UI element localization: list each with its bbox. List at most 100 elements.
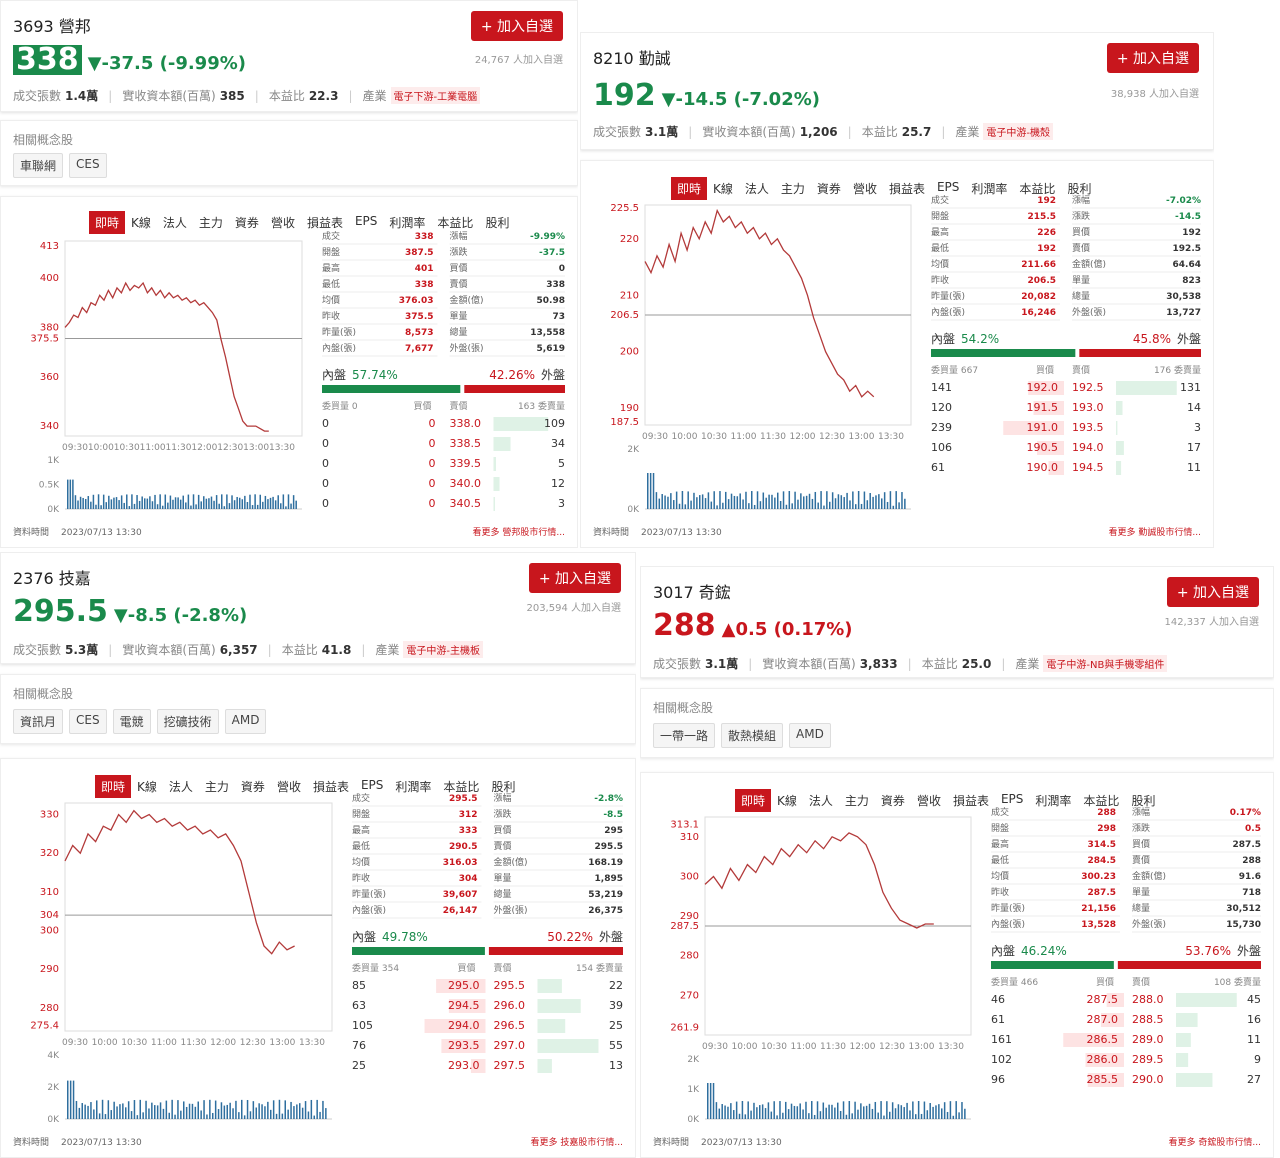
tab-8[interactable]: 利潤率 — [971, 182, 1008, 196]
tab-2[interactable]: 法人 — [162, 216, 187, 230]
tab-7[interactable]: EPS — [936, 180, 960, 194]
industry-label: 產業 — [1015, 657, 1040, 671]
volume-tick-label: 0K — [687, 1115, 700, 1125]
tab-6[interactable]: 損益表 — [306, 216, 343, 230]
tab-7[interactable]: EPS — [1000, 792, 1024, 806]
concept-tag[interactable]: 挖礦技術 — [156, 709, 219, 734]
x-tick-label: 13:30 — [269, 443, 295, 453]
volume-bar — [770, 1111, 773, 1119]
tab-3[interactable]: 主力 — [204, 780, 229, 794]
tab-1[interactable]: K線 — [713, 182, 733, 196]
tab-10[interactable]: 股利 — [485, 216, 510, 230]
tab-0[interactable]: 即時 — [671, 177, 708, 200]
more-quotes-link[interactable]: 看更多 營邦股市行情... — [473, 526, 565, 538]
concept-tag[interactable]: 散熱模組 — [721, 723, 784, 748]
concept-tag[interactable]: CES — [69, 153, 107, 178]
price-row: 192 ▼-14.5 (-7.02%) — [593, 81, 820, 111]
stat-label: 買價 — [1072, 227, 1090, 238]
tab-6[interactable]: 損益表 — [952, 794, 989, 808]
tab-1[interactable]: K線 — [131, 216, 151, 230]
tab-5[interactable]: 營收 — [916, 794, 941, 808]
stat-label: 賣價 — [1132, 854, 1150, 866]
concept-tag[interactable]: 一帶一路 — [653, 723, 716, 748]
sell-volume: 22 — [609, 979, 623, 992]
concept-tag[interactable]: AMD — [789, 723, 831, 748]
volume-bar — [811, 498, 814, 509]
tab-7[interactable]: EPS — [360, 778, 384, 792]
tab-3[interactable]: 主力 — [780, 182, 805, 196]
concept-tag[interactable]: 車聯網 — [13, 153, 64, 178]
volume-bar — [826, 491, 828, 509]
volume-bar — [131, 494, 133, 509]
buy-depth-bar — [1106, 993, 1124, 1007]
volume-bar — [74, 495, 77, 509]
stat-label: 內盤(張) — [352, 904, 386, 916]
concept-tag[interactable]: 電競 — [112, 709, 151, 734]
tab-0[interactable]: 即時 — [89, 211, 126, 234]
tab-4[interactable]: 資券 — [234, 216, 259, 230]
stock-panel-3693: 3693 營邦 + 加入自選 24,767 人加入自選 338 ▼-37.5 (… — [0, 0, 578, 548]
industry-link[interactable]: 電子中游-機殼 — [983, 123, 1054, 140]
add-watchlist-button[interactable]: + 加入自選 — [470, 11, 563, 41]
tab-10[interactable]: 股利 — [1131, 794, 1156, 808]
tab-4[interactable]: 資券 — [240, 780, 265, 794]
volume-bar — [863, 1106, 865, 1119]
tab-0[interactable]: 即時 — [735, 789, 772, 812]
more-quotes-link[interactable]: 看更多 技嘉股市行情... — [531, 1136, 623, 1148]
add-watchlist-button[interactable]: + 加入自選 — [528, 563, 621, 593]
buy-volume: 76 — [352, 1039, 366, 1052]
tab-4[interactable]: 資券 — [816, 182, 841, 196]
tab-3[interactable]: 主力 — [198, 216, 223, 230]
stat-line: 成交張數 3.1萬 | 實收資本額(百萬) 3,833 | 本益比 25.0 | 產業 電子中… — [653, 655, 1168, 672]
y-tick-label: 290 — [680, 911, 699, 922]
concept-tag[interactable]: AMD — [224, 709, 267, 734]
sell-price: 288.5 — [1132, 1013, 1164, 1026]
tab-9[interactable]: 本益比 — [1083, 794, 1120, 808]
more-quotes-link[interactable]: 看更多 奇鋐股市行情... — [1169, 1136, 1261, 1148]
tab-5[interactable]: 營收 — [852, 182, 877, 196]
tab-9[interactable]: 本益比 — [437, 216, 474, 230]
tab-4[interactable]: 資券 — [880, 794, 905, 808]
tab-1[interactable]: K線 — [137, 780, 157, 794]
add-watchlist-button[interactable]: + 加入自選 — [1166, 577, 1259, 607]
tab-6[interactable]: 損益表 — [312, 780, 349, 794]
stat-value: 295.5 — [449, 794, 477, 804]
industry-link[interactable]: 電子下游-工業電腦 — [390, 87, 481, 104]
add-watchlist-button[interactable]: + 加入自選 — [1106, 43, 1199, 73]
industry-link[interactable]: 電子中游-主機板 — [403, 641, 484, 658]
tab-7[interactable]: EPS — [354, 214, 378, 228]
volume-bar — [77, 500, 79, 509]
tab-5[interactable]: 營收 — [270, 216, 295, 230]
tab-10[interactable]: 股利 — [491, 780, 516, 794]
tab-2[interactable]: 法人 — [168, 780, 193, 794]
tab-2[interactable]: 法人 — [744, 182, 769, 196]
volume-bar — [100, 505, 102, 509]
tab-9[interactable]: 本益比 — [443, 780, 480, 794]
tab-9[interactable]: 本益比 — [1019, 182, 1056, 196]
tab-3[interactable]: 主力 — [844, 794, 869, 808]
stat-label: 昨量(張) — [931, 290, 965, 302]
tab-8[interactable]: 利潤率 — [389, 216, 426, 230]
volume-bar — [829, 501, 831, 509]
stat-label: 金額(億) — [494, 856, 528, 868]
concept-tag[interactable]: 資訊月 — [13, 709, 64, 734]
volume-bar — [221, 494, 223, 509]
price-line — [704, 832, 934, 929]
tab-6[interactable]: 損益表 — [888, 182, 925, 196]
concept-tag[interactable]: CES — [69, 709, 107, 734]
tab-10[interactable]: 股利 — [1067, 182, 1092, 196]
tab-8[interactable]: 利潤率 — [1035, 794, 1072, 808]
tab-5[interactable]: 營收 — [276, 780, 301, 794]
tab-8[interactable]: 利潤率 — [395, 780, 432, 794]
tab-2[interactable]: 法人 — [808, 794, 833, 808]
volume-bar — [693, 492, 695, 509]
more-quotes-link[interactable]: 看更多 勤誠股市行情... — [1109, 526, 1201, 538]
stat-value: 312 — [459, 810, 478, 820]
volume-bar — [860, 1103, 862, 1119]
tab-1[interactable]: K線 — [777, 794, 797, 808]
industry-link[interactable]: 電子中游-NB與手機零組件 — [1043, 655, 1168, 672]
volume-tick-label: 0.5K — [39, 481, 60, 491]
volume-bar — [872, 496, 874, 509]
volume-bar — [675, 491, 678, 509]
tab-0[interactable]: 即時 — [95, 775, 132, 798]
